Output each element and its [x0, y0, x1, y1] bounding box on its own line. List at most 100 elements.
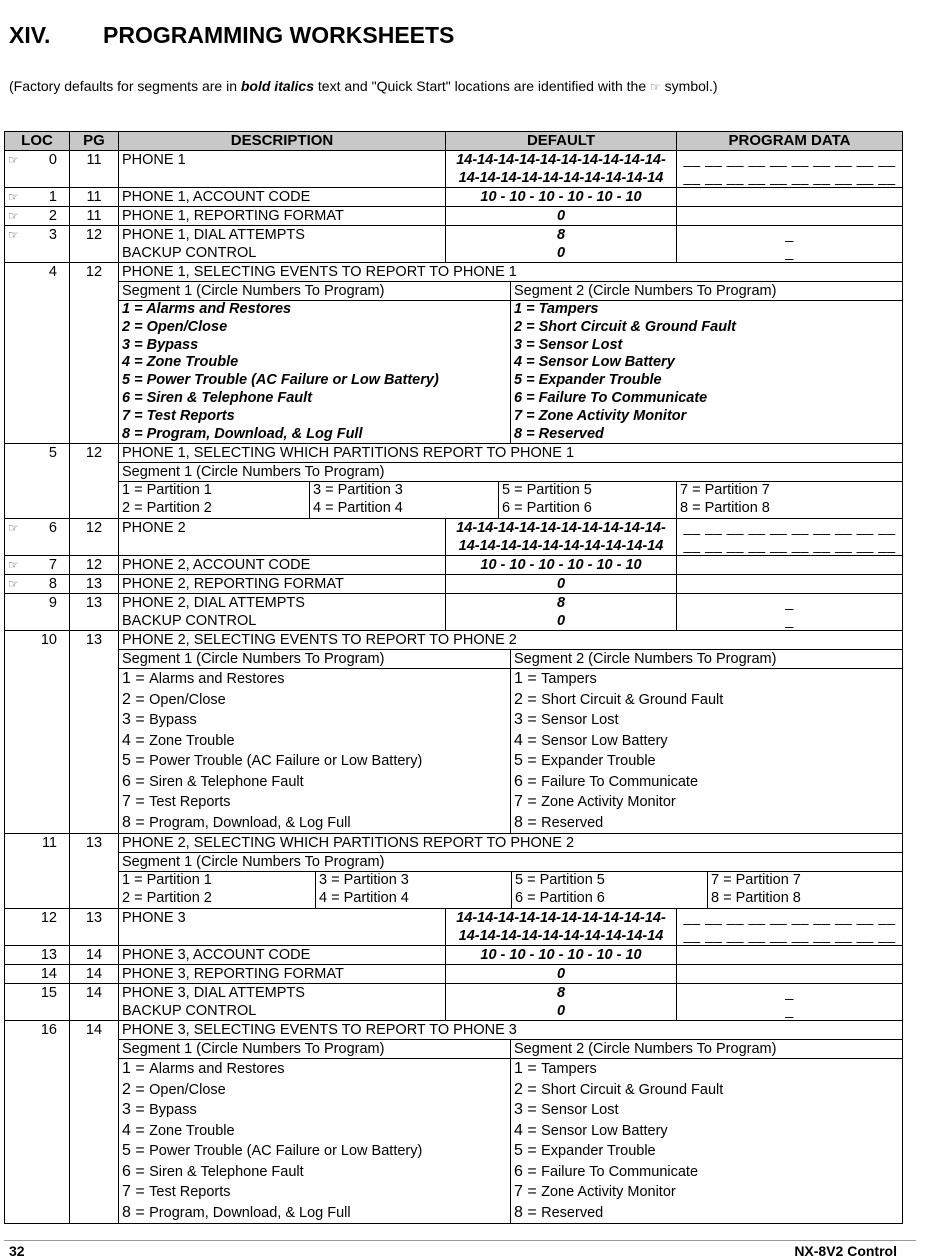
cell-line: _	[785, 595, 794, 612]
event-option[interactable]: 2 = Open/Close	[122, 1080, 507, 1101]
default-cell: 14-14-14-14-14-14-14-14-14-14- 14-14-14-1…	[446, 909, 677, 947]
partition-option[interactable]: 3 = Partition 3	[319, 872, 409, 889]
event-option[interactable]: 5 = Power Trouble (AC Failure or Low Bat…	[122, 1141, 507, 1162]
partition-option[interactable]: 5 = Partition 5	[515, 872, 605, 889]
cell-line: 8	[556, 985, 566, 1002]
partition-option[interactable]: 7 = Partition 7	[711, 872, 801, 889]
event-option[interactable]: 3 = Sensor Lost	[514, 1100, 899, 1121]
event-option[interactable]: 1 = Alarms and Restores	[122, 669, 507, 690]
loc-cell: 5	[5, 444, 70, 520]
table-row: 16 14 PHONE 3, SELECTING EVENTS TO REPORT …	[5, 1021, 903, 1225]
event-option[interactable]: 1 = Tampers	[514, 669, 899, 690]
event-option[interactable]: 2 = Open/Close	[122, 690, 507, 711]
event-option[interactable]: 6 = Siren & Telephone Fault	[122, 390, 507, 408]
event-option[interactable]: 5 = Expander Trouble	[514, 1141, 899, 1162]
event-option[interactable]: 8 = Reserved	[514, 1203, 899, 1224]
event-option[interactable]: 2 = Short Circuit & Ground Fault	[514, 1080, 899, 1101]
event-option[interactable]: 6 = Siren & Telephone Fault	[122, 1162, 507, 1183]
event-option[interactable]: 6 = Siren & Telephone Fault	[122, 772, 507, 793]
partition-option[interactable]: 3 = Partition 3	[313, 482, 403, 499]
option-number: 5 =	[122, 372, 147, 389]
loc-cell: 14	[5, 965, 70, 985]
event-option[interactable]: 4 = Zone Trouble	[122, 354, 507, 372]
event-option[interactable]: 5 = Power Trouble (AC Failure or Low Bat…	[122, 372, 507, 390]
event-option[interactable]: 5 = Power Trouble (AC Failure or Low Bat…	[122, 751, 507, 772]
event-option[interactable]: 2 = Open/Close	[122, 319, 507, 337]
event-option[interactable]: 1 = Tampers	[514, 301, 899, 319]
event-option[interactable]: 5 = Expander Trouble	[514, 751, 899, 772]
partition-option[interactable]: 5 = Partition 5	[502, 482, 592, 499]
program-data-field[interactable]: _	[677, 207, 903, 226]
event-option[interactable]: 6 = Failure To Communicate	[514, 772, 899, 793]
loc-cell: 15	[5, 984, 70, 1022]
event-option[interactable]: 6 = Failure To Communicate	[514, 1162, 899, 1183]
program-data-field[interactable]: _ _ _ _ _ _	[677, 556, 903, 576]
event-option[interactable]: 4 = Sensor Low Battery	[514, 354, 899, 372]
program-data-field[interactable]: _	[677, 575, 903, 595]
option-number: 2 =	[122, 1080, 150, 1098]
partition-option[interactable]: 1 = Partition 1	[122, 872, 212, 889]
event-option[interactable]: 3 = Bypass	[122, 1100, 507, 1121]
event-option[interactable]: 8 = Program, Download, & Log Full	[122, 813, 507, 834]
event-option[interactable]: 2 = Short Circuit & Ground Fault	[514, 319, 899, 337]
event-option[interactable]: 7 = Zone Activity Monitor	[514, 408, 899, 426]
event-option[interactable]: 4 = Zone Trouble	[122, 1121, 507, 1142]
worksheet-table: LOC PG DESCRIPTION DEFAULT PROGRAM DATA …	[4, 131, 903, 1225]
event-option[interactable]: 7 = Zone Activity Monitor	[514, 1182, 899, 1203]
cell-line: 14-14-14-14-14-14-14-14-14-14	[458, 538, 664, 555]
event-option[interactable]: 8 = Program, Download, & Log Full	[122, 426, 507, 444]
program-data-field[interactable]: __ __ __ __ __ __ __ __ __ __ __ __ __ __…	[677, 519, 903, 557]
event-option[interactable]: 1 = Alarms and Restores	[122, 1059, 507, 1080]
partition-option[interactable]: 8 = Partition 8	[680, 499, 770, 516]
program-data-field[interactable]: _ _	[677, 984, 903, 1022]
table-row: ☞ 7 12 PHONE 2, ACCOUNT CODE 10 - 10 - 10 - …	[5, 556, 903, 576]
program-data-field[interactable]: _ _ _ _ _ _	[677, 946, 903, 966]
program-data-field[interactable]: _ _	[677, 594, 903, 632]
partition-option[interactable]: 4 = Partition 4	[313, 499, 403, 516]
option-number: 8 =	[514, 1203, 542, 1221]
description-cell: PHONE 1	[119, 151, 446, 188]
partition-option[interactable]: 4 = Partition 4	[319, 889, 409, 906]
program-data-field[interactable]: __ __ __ __ __ __ __ __ __ __ __ __ __ __…	[677, 909, 903, 947]
event-option[interactable]: 7 = Zone Activity Monitor	[514, 792, 899, 813]
event-option[interactable]: 1 = Alarms and Restores	[122, 301, 507, 319]
block-content: PHONE 1, SELECTING EVENTS TO REPORT TO P…	[119, 263, 903, 445]
partition-option[interactable]: 2 = Partition 2	[122, 499, 212, 516]
partition-option[interactable]: 6 = Partition 6	[515, 889, 605, 906]
event-option[interactable]: 7 = Test Reports	[122, 792, 507, 813]
segment-header-row: Segment 1 (Circle Numbers To Program) Seg…	[119, 650, 903, 670]
program-data-field[interactable]: _	[677, 965, 903, 985]
program-data-field[interactable]: _ _	[677, 226, 903, 263]
quick-start-icon: ☞	[8, 209, 19, 223]
event-option[interactable]: 3 = Sensor Lost	[514, 710, 899, 731]
partition-option[interactable]: 1 = Partition 1	[122, 482, 212, 499]
event-option[interactable]: 8 = Reserved	[514, 426, 899, 444]
partition-option[interactable]: 6 = Partition 6	[502, 499, 592, 516]
event-option[interactable]: 3 = Bypass	[122, 710, 507, 731]
partition-option[interactable]: 8 = Partition 8	[711, 889, 801, 906]
event-option[interactable]: 7 = Test Reports	[122, 1182, 507, 1203]
event-option[interactable]: 6 = Failure To Communicate	[514, 390, 899, 408]
loc-cell: 9	[5, 594, 70, 632]
option-label: Open/Close	[149, 1081, 226, 1098]
event-option[interactable]: 7 = Test Reports	[122, 408, 507, 426]
table-row: ☞ 8 13 PHONE 2, REPORTING FORMAT 0 _	[5, 575, 903, 595]
option-label: Open/Close	[146, 318, 228, 335]
page-ref: 12	[70, 444, 119, 520]
event-option[interactable]: 3 = Sensor Lost	[514, 337, 899, 355]
event-option[interactable]: 2 = Short Circuit & Ground Fault	[514, 690, 899, 711]
event-option[interactable]: 4 = Sensor Low Battery	[514, 1121, 899, 1142]
event-option[interactable]: 5 = Expander Trouble	[514, 372, 899, 390]
event-option[interactable]: 3 = Bypass	[122, 337, 507, 355]
event-option[interactable]: 4 = Zone Trouble	[122, 731, 507, 752]
event-option[interactable]: 4 = Sensor Low Battery	[514, 731, 899, 752]
program-data-field[interactable]: __ __ __ __ __ __ __ __ __ __ __ __ __ __…	[677, 151, 903, 188]
program-data-field[interactable]: _ _ _ _ _ _	[677, 188, 903, 207]
table-row: 14 14 PHONE 3, REPORTING FORMAT 0 _	[5, 965, 903, 985]
partition-option[interactable]: 7 = Partition 7	[680, 482, 770, 499]
partition-option[interactable]: 2 = Partition 2	[122, 889, 212, 906]
option-label: Program, Download, & Log Full	[149, 814, 351, 831]
event-option[interactable]: 1 = Tampers	[514, 1059, 899, 1080]
event-option[interactable]: 8 = Reserved	[514, 813, 899, 834]
event-option[interactable]: 8 = Program, Download, & Log Full	[122, 1203, 507, 1224]
